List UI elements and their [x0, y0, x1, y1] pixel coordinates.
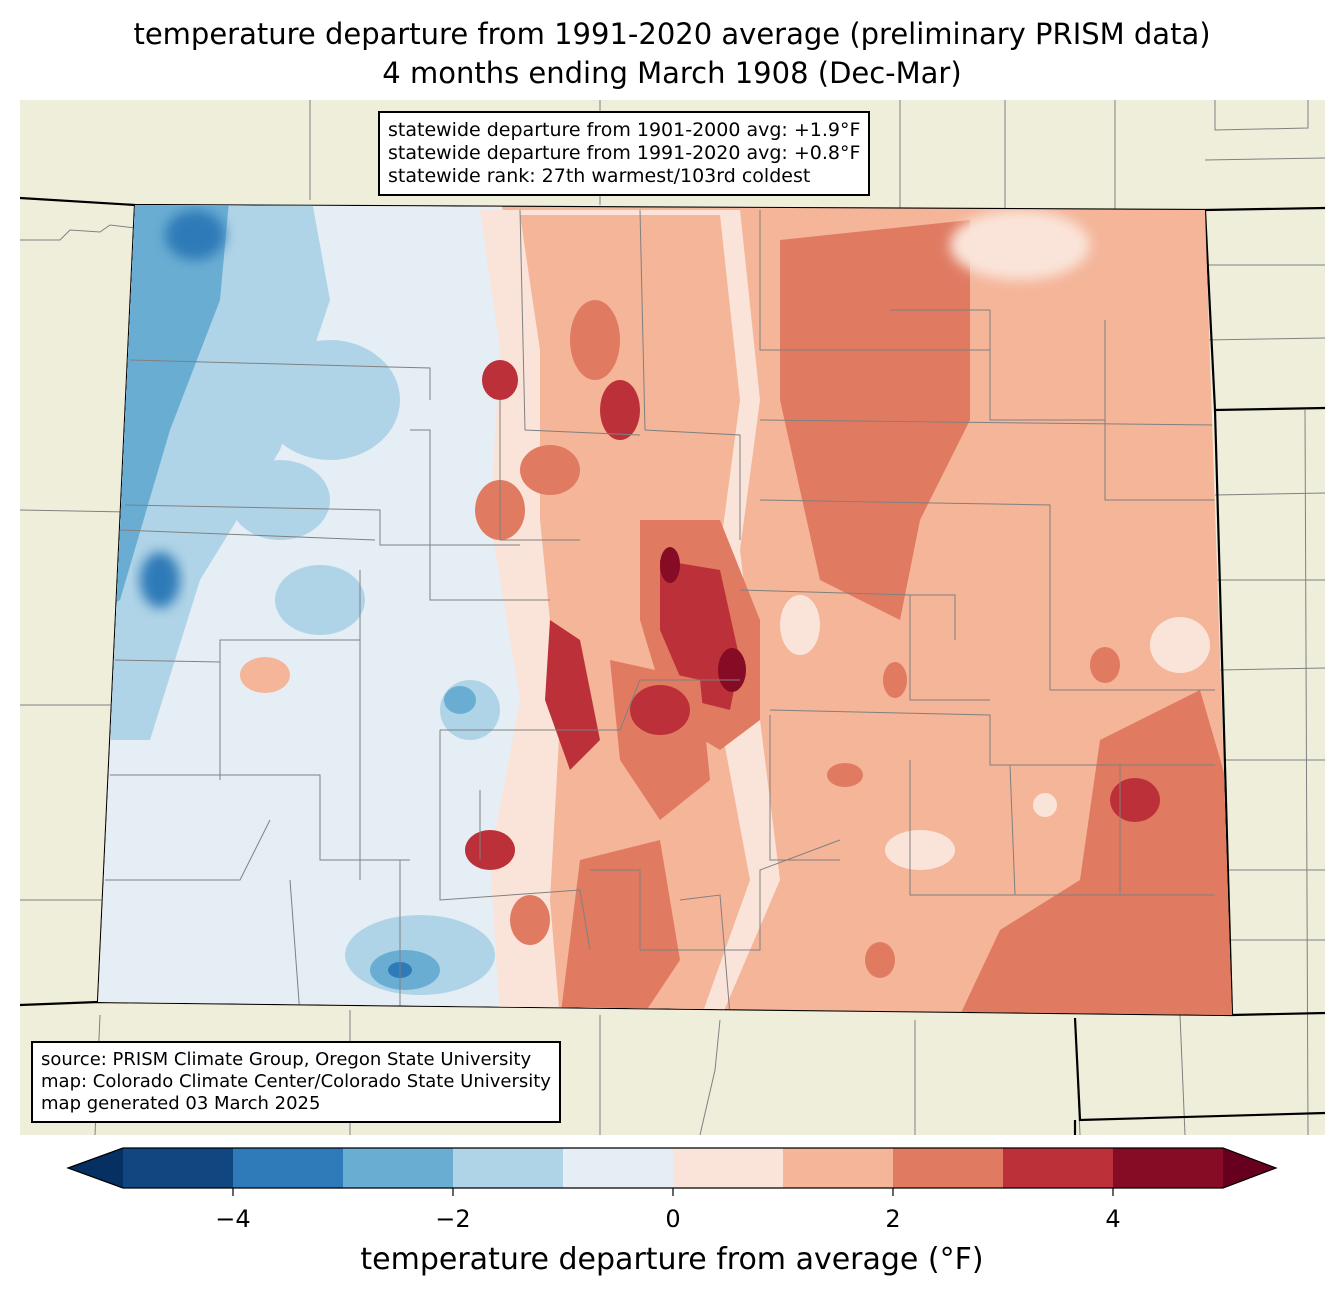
generated-date-line: map generated 03 March 2025	[41, 1093, 321, 1114]
colorbar-bin	[563, 1148, 673, 1188]
colorbar-tick-label: 0	[665, 1205, 681, 1233]
map-title: temperature departure from 1991-2020 ave…	[133, 17, 1211, 51]
temperature-field	[98, 205, 1232, 1015]
colorbar-label: temperature departure from average (°F)	[360, 1242, 984, 1277]
source-credits-box: source: PRISM Climate Group, Oregon Stat…	[31, 1041, 561, 1123]
colorbar-outline	[66, 1147, 1278, 1189]
colorbar-bin	[123, 1148, 233, 1188]
stats-departure-1901-2000: statewide departure from 1901-2000 avg: …	[388, 119, 861, 141]
colorbar-under-arrow	[68, 1148, 123, 1188]
stats-rank: statewide rank: 27th warmest/103rd colde…	[388, 165, 811, 187]
map-credit-line: map: Colorado Climate Center/Colorado St…	[41, 1071, 551, 1092]
colorbar-tick-label: −4	[215, 1205, 251, 1233]
stats-departure-1991-2020: statewide departure from 1991-2020 avg: …	[388, 142, 861, 164]
colorbar-over-arrow	[1223, 1148, 1276, 1188]
colorbar-bin	[343, 1148, 453, 1188]
colorbar-tick-label: 4	[1105, 1205, 1121, 1233]
colorado-temperature-map	[20, 100, 1325, 1135]
colorbar-bin	[233, 1148, 343, 1188]
colorbar-bin	[673, 1148, 783, 1188]
colorbar-tick-label: −2	[435, 1205, 471, 1233]
colorbar-bin	[453, 1148, 563, 1188]
colorbar-bin	[783, 1148, 893, 1188]
colorbar-bin	[1113, 1148, 1223, 1188]
colorbar-tick-label: 2	[885, 1205, 901, 1233]
map-subtitle: 4 months ending March 1908 (Dec-Mar)	[382, 56, 962, 90]
neighbor-county-lines	[20, 100, 1325, 1135]
county-lines	[105, 209, 1216, 1015]
colorbar-bin	[1003, 1148, 1113, 1188]
statewide-stats-box: statewide departure from 1901-2000 avg: …	[378, 111, 871, 196]
colorbar	[66, 1147, 1278, 1196]
source-line: source: PRISM Climate Group, Oregon Stat…	[41, 1049, 532, 1070]
colorbar-bin	[893, 1148, 1003, 1188]
